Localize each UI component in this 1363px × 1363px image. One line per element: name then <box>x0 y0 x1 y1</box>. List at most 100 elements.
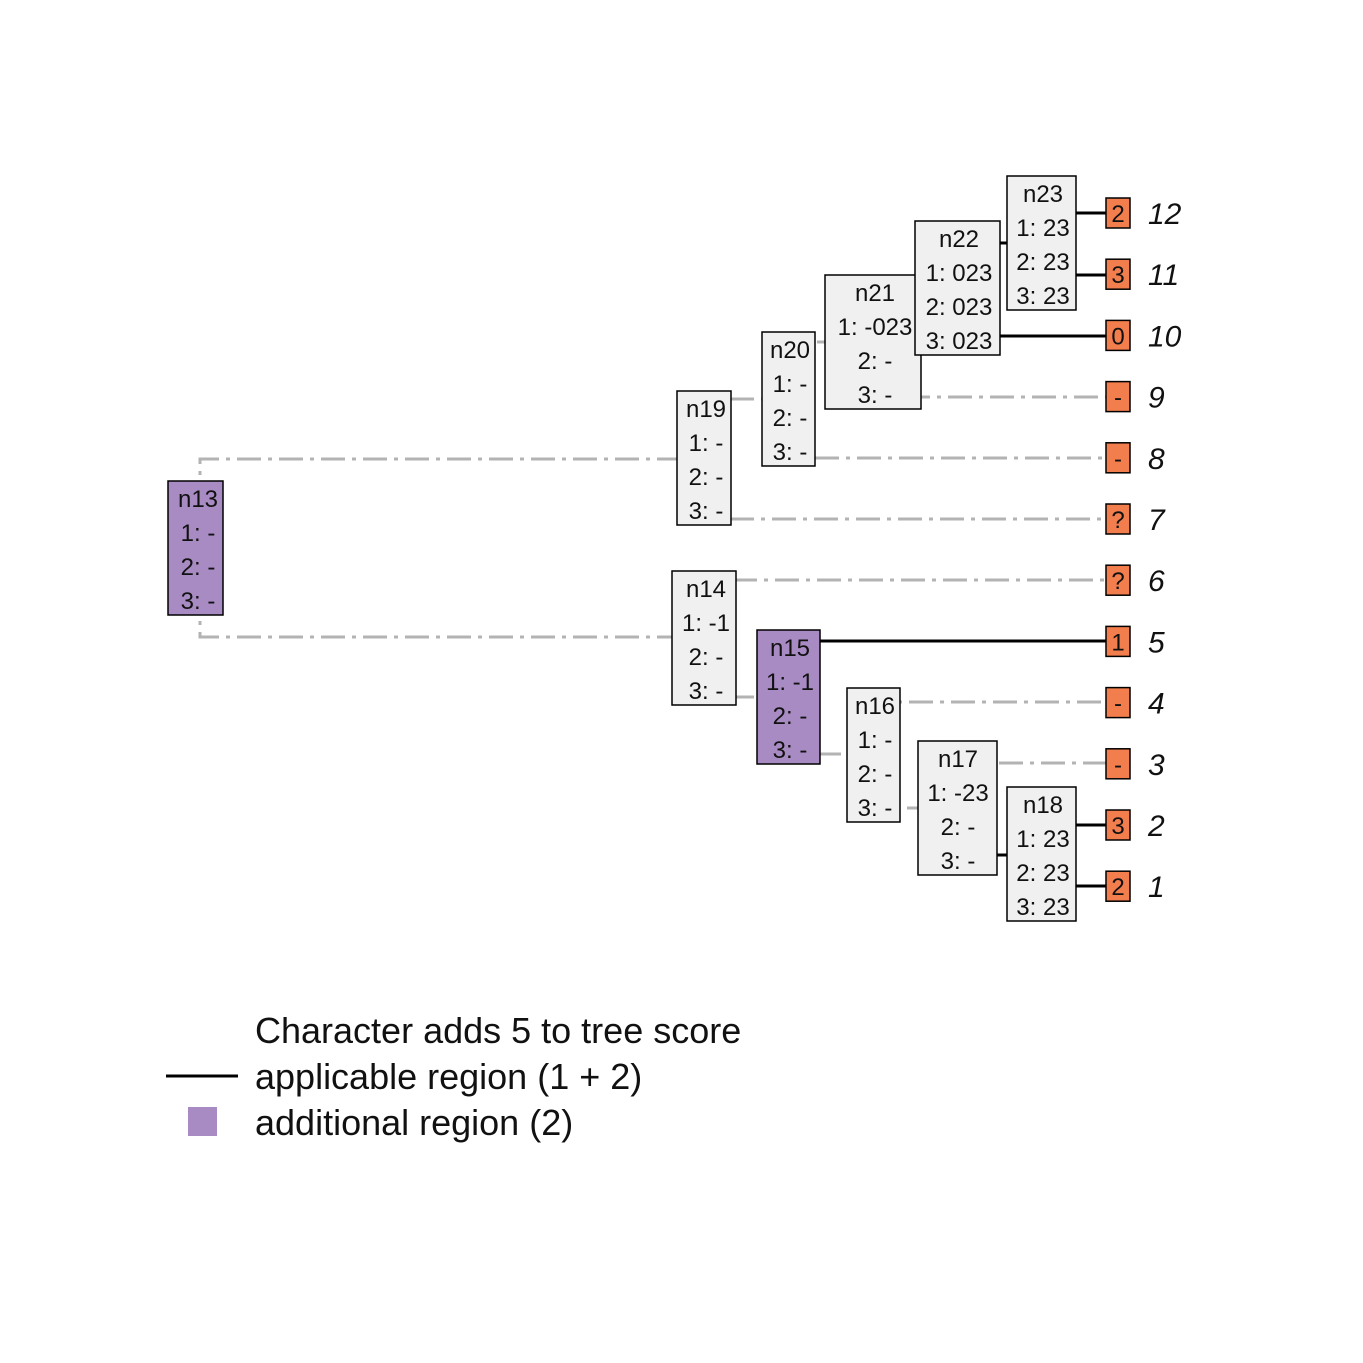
branch-n13-n19 <box>198 457 706 548</box>
tip-box-9 <box>1105 380 1131 413</box>
tip-label-5: 5 <box>1148 626 1165 659</box>
tip-box-1 <box>1105 870 1131 902</box>
tip-label-10: 10 <box>1148 320 1182 353</box>
node-state2-n22: 2: 023 <box>926 294 993 321</box>
branch-n14-tip6 <box>704 578 1118 637</box>
node-state3-n19: 3: - <box>689 498 724 525</box>
node-box-n14 <box>671 570 737 706</box>
node-n17: n17 1: -23 2: - 3: - <box>917 740 998 876</box>
node-state1-n16: 1: - <box>858 727 893 754</box>
node-label-n13: n13 <box>178 486 218 513</box>
node-label-n19: n19 <box>686 396 726 423</box>
node-state2-n15: 2: - <box>773 703 808 730</box>
node-n21: n21 1: -023 2: - 3: - <box>824 274 922 410</box>
node-state1-n14: 1: -1 <box>682 610 730 637</box>
node-state2-n23: 2: 23 <box>1016 249 1069 276</box>
node-state2-n19: 2: - <box>689 464 724 491</box>
node-box-n16 <box>846 687 901 823</box>
node-state3-n22: 3: 023 <box>926 328 993 355</box>
tip-state-3: - <box>1114 752 1122 779</box>
node-label-n17: n17 <box>938 746 978 773</box>
tips: 2 123 110 10- 9- 8? 7? 61 5- 4- 33 22 1 <box>1105 197 1182 904</box>
tip-state-1: 2 <box>1111 874 1124 901</box>
tip-state-5: 1 <box>1111 629 1124 656</box>
tip-box-6 <box>1105 564 1131 596</box>
node-label-n18: n18 <box>1023 792 1063 819</box>
tip-state-6: ? <box>1111 568 1124 595</box>
tip-box-5 <box>1105 625 1131 658</box>
tip-box-2 <box>1105 809 1131 841</box>
node-box-n13 <box>167 480 224 616</box>
tip-label-7: 7 <box>1148 504 1166 537</box>
tip-state-8: - <box>1114 446 1122 473</box>
tip-box-10 <box>1105 319 1131 352</box>
node-state3-n13: 3: - <box>181 588 216 615</box>
legend-additional-label: additional region (2) <box>255 1102 573 1143</box>
node-box-n19 <box>676 390 732 526</box>
node-state3-n21: 3: - <box>858 382 893 409</box>
node-label-n22: n22 <box>939 226 979 253</box>
node-box-n18 <box>1006 786 1077 922</box>
tip-label-11: 11 <box>1148 259 1179 292</box>
node-n14: n14 1: -1 2: - 3: - <box>671 570 737 706</box>
node-state3-n17: 3: - <box>941 848 976 875</box>
node-state3-n14: 3: - <box>689 678 724 705</box>
node-state2-n18: 2: 23 <box>1016 860 1069 887</box>
node-label-n15: n15 <box>770 635 810 662</box>
tip-box-11 <box>1105 258 1131 290</box>
tip-label-9: 9 <box>1148 382 1165 415</box>
node-box-n23 <box>1006 175 1077 311</box>
node-state2-n17: 2: - <box>941 814 976 841</box>
node-state3-n20: 3: - <box>773 439 808 466</box>
node-n22: n22 1: 023 2: 023 3: 023 <box>914 220 1001 356</box>
node-box-n22 <box>914 220 1001 356</box>
tip-label-1: 1 <box>1148 871 1165 904</box>
tip-box-12 <box>1105 197 1131 229</box>
tip-label-8: 8 <box>1148 443 1165 476</box>
node-n20: n20 1: - 2: - 3: - <box>761 331 816 467</box>
tip-box-8 <box>1105 442 1131 474</box>
tip-label-6: 6 <box>1148 565 1165 598</box>
tip-state-10: 0 <box>1111 323 1124 350</box>
node-state2-n13: 2: - <box>181 554 216 581</box>
node-state2-n16: 2: - <box>858 761 893 788</box>
node-state2-n21: 2: - <box>858 348 893 375</box>
node-state3-n23: 3: 23 <box>1016 283 1069 310</box>
node-state1-n13: 1: - <box>181 520 216 547</box>
node-box-n20 <box>761 331 816 467</box>
node-n23: n23 1: 23 2: 23 3: 23 <box>1006 175 1077 311</box>
branch-n13-n14 <box>198 548 706 639</box>
node-label-n21: n21 <box>855 280 895 307</box>
node-state1-n23: 1: 23 <box>1016 215 1069 242</box>
node-state1-n21: 1: -023 <box>838 314 913 341</box>
node-state3-n16: 3: - <box>858 795 893 822</box>
node-label-n23: n23 <box>1023 181 1063 208</box>
tip-state-11: 3 <box>1111 262 1124 289</box>
tip-state-9: - <box>1114 385 1122 412</box>
legend-additional-swatch <box>188 1107 217 1136</box>
node-state1-n22: 1: 023 <box>926 260 993 287</box>
node-box-n17 <box>917 740 998 876</box>
node-label-n20: n20 <box>770 337 810 364</box>
node-label-n14: n14 <box>686 576 726 603</box>
legend-applicable-label: applicable region (1 + 2) <box>255 1056 642 1097</box>
node-state3-n15: 3: - <box>773 737 808 764</box>
branch-n19-tip7 <box>704 459 1118 521</box>
tip-box-4 <box>1105 686 1131 719</box>
node-state1-n19: 1: - <box>689 430 724 457</box>
node-state1-n18: 1: 23 <box>1016 826 1069 853</box>
tip-label-2: 2 <box>1147 810 1165 843</box>
node-n13: n13 1: - 2: - 3: - <box>167 480 224 616</box>
tip-state-2: 3 <box>1111 813 1124 840</box>
legend-title: Character adds 5 to tree score <box>255 1010 741 1051</box>
node-n16: n16 1: - 2: - 3: - <box>846 687 901 823</box>
node-n18: n18 1: 23 2: 23 3: 23 <box>1006 786 1077 922</box>
tip-state-7: ? <box>1111 507 1124 534</box>
tip-label-12: 12 <box>1148 198 1182 231</box>
tip-label-3: 3 <box>1148 749 1165 782</box>
node-state3-n18: 3: 23 <box>1016 894 1069 921</box>
node-n15: n15 1: -1 2: - 3: - <box>756 629 821 765</box>
node-box-n15 <box>756 629 821 765</box>
node-state1-n15: 1: -1 <box>766 669 814 696</box>
